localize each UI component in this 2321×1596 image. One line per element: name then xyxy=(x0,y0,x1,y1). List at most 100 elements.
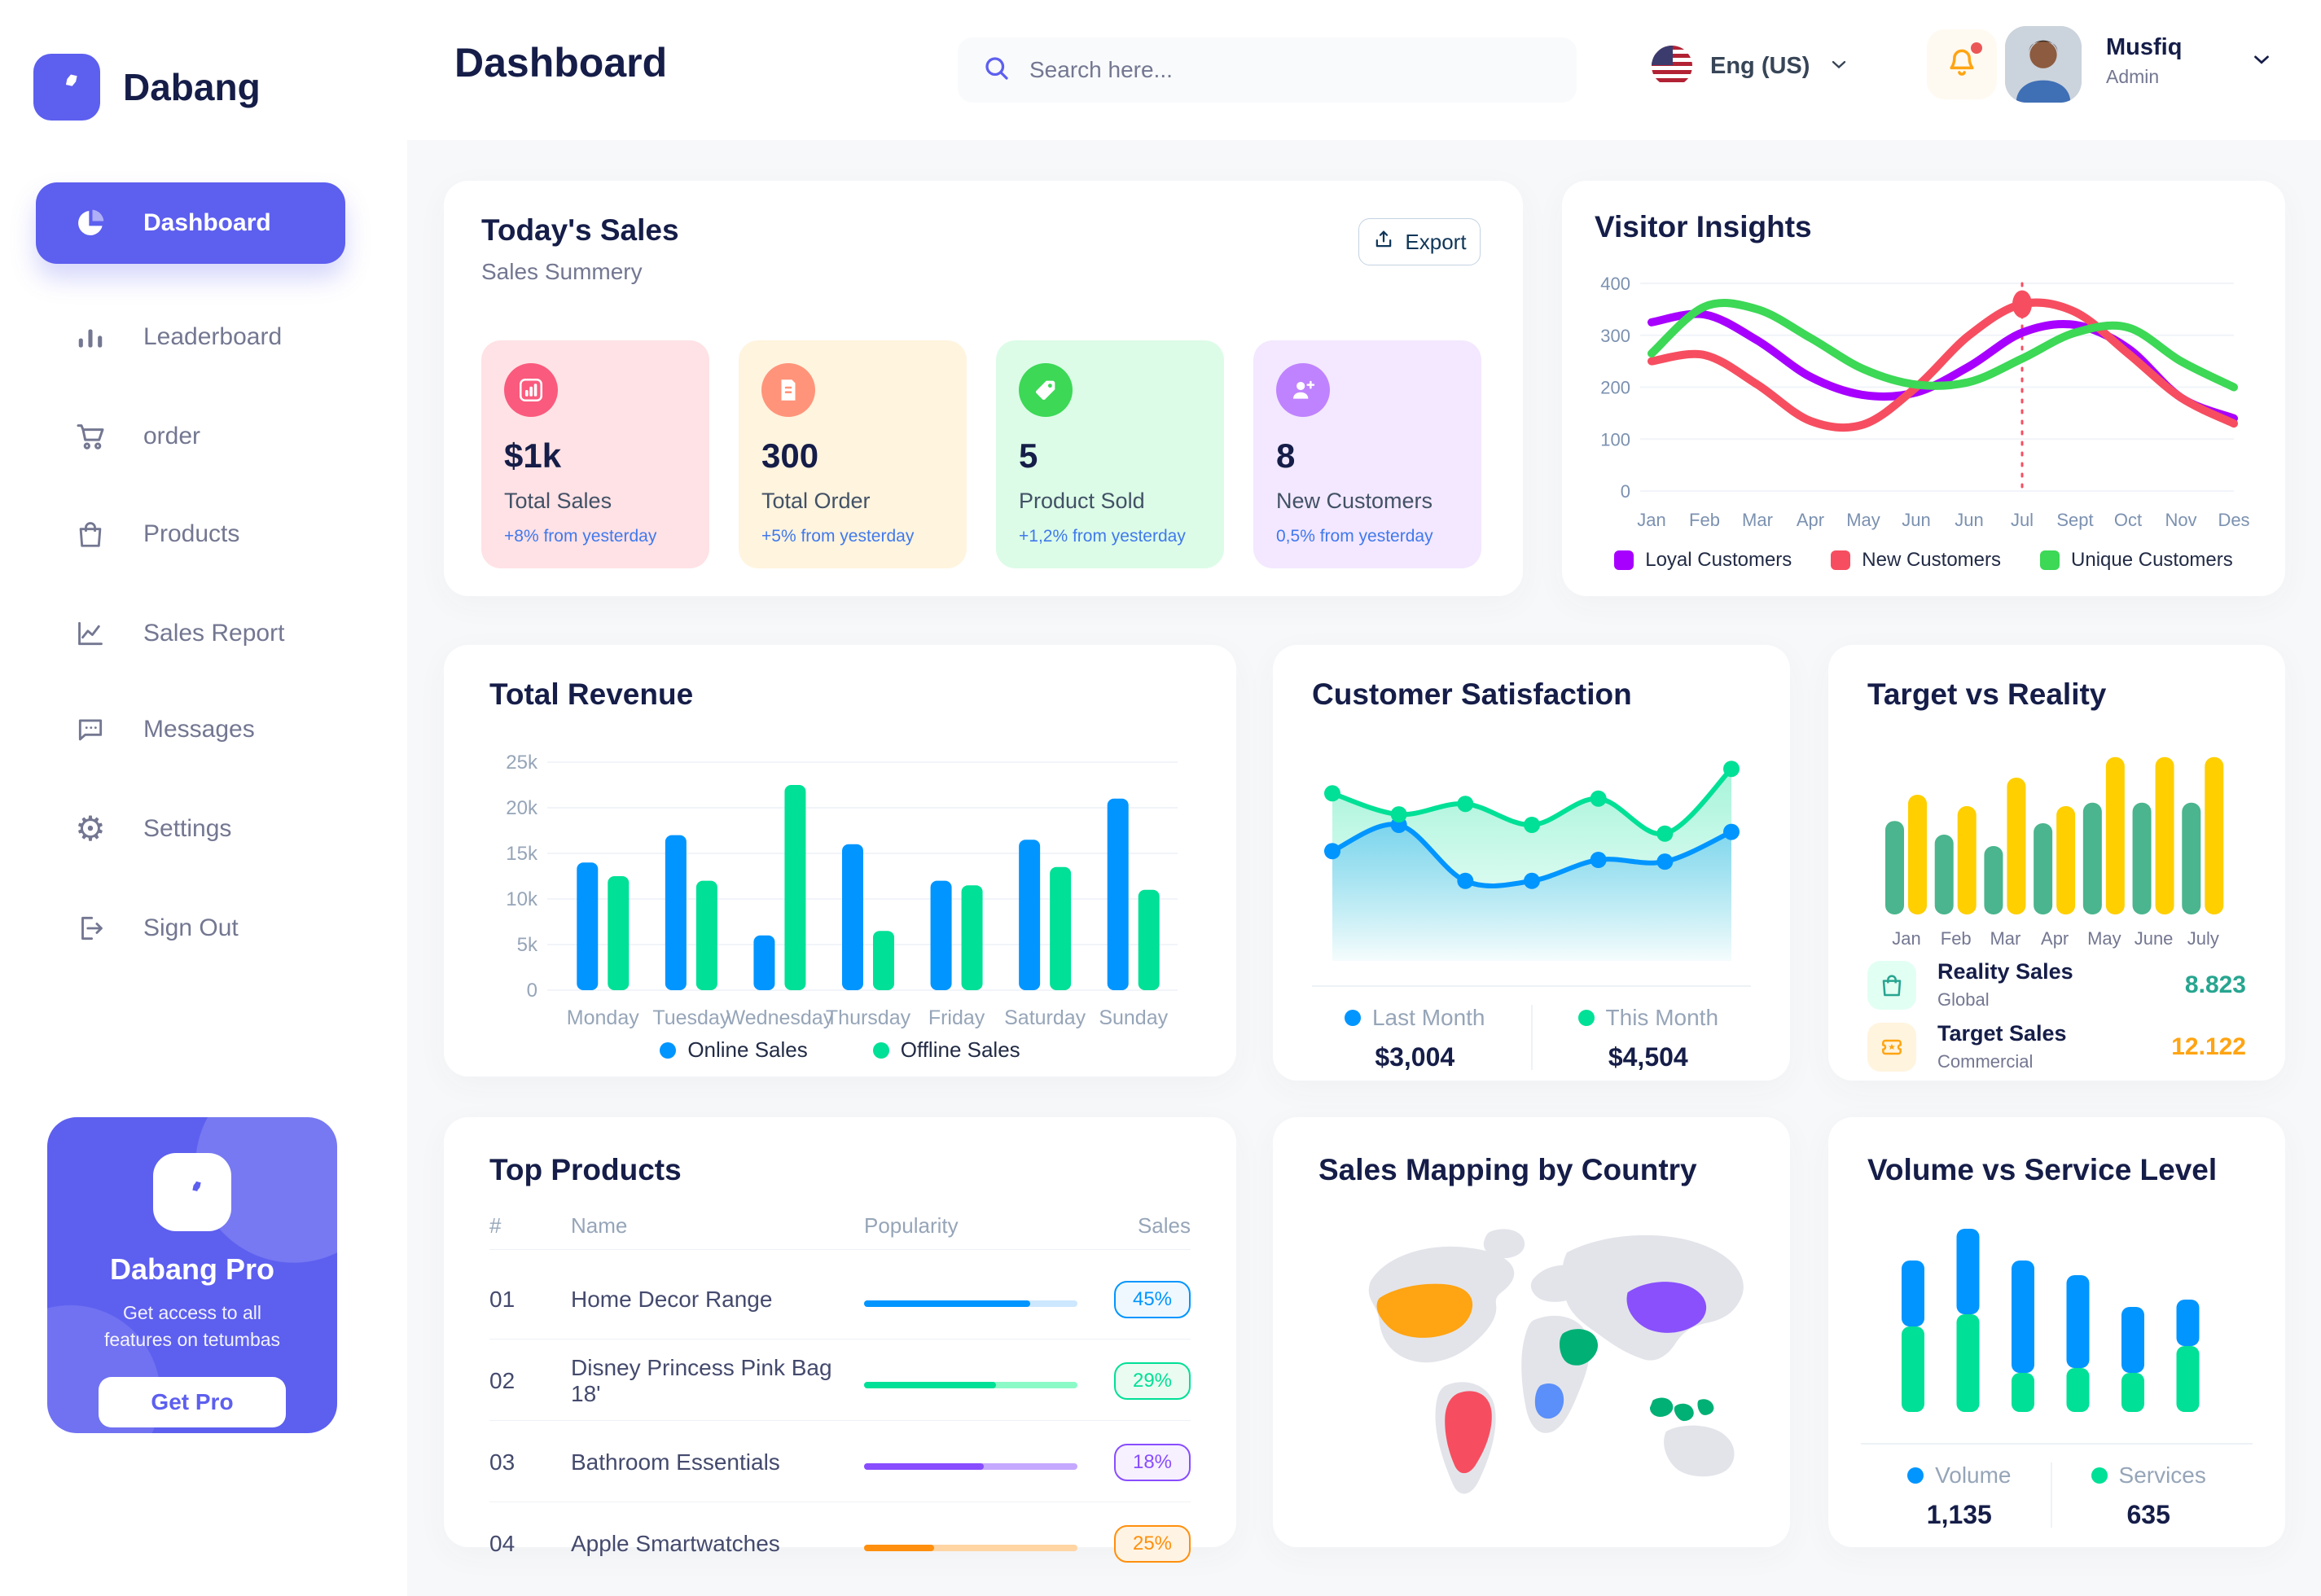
svg-text:15k: 15k xyxy=(506,843,538,865)
legend-swatch xyxy=(872,1041,889,1059)
language-selector[interactable]: Eng (US) xyxy=(1652,46,1850,86)
sidebar-item-sign-out[interactable]: Sign Out xyxy=(36,888,345,969)
volume-vs-service-card: Volume vs Service Level Volume 1,135 Ser… xyxy=(1828,1117,2285,1547)
this-month-total: $4,504 xyxy=(1608,1042,1688,1072)
legend-online-sales: Online Sales xyxy=(660,1037,808,1063)
chevron-down-icon xyxy=(1827,53,1850,80)
reality-sales-legend-row: Reality Sales Global 8.823 xyxy=(1867,959,2246,1011)
svg-text:May: May xyxy=(2087,928,2121,949)
svg-text:10k: 10k xyxy=(506,888,538,910)
svg-text:Jul: Jul xyxy=(2011,510,2034,530)
bar-target-sales xyxy=(2105,756,2125,914)
volume-total: 1,135 xyxy=(1926,1500,1992,1529)
map-country-china[interactable] xyxy=(1626,1282,1707,1333)
notifications-button[interactable] xyxy=(1927,29,1997,99)
legend-label: Services xyxy=(2118,1462,2206,1488)
total-revenue-title: Total Revenue xyxy=(489,677,694,711)
bar-services xyxy=(2066,1368,2090,1412)
bar-online-sales xyxy=(930,880,952,990)
pro-logo-icon: ❛❜ xyxy=(153,1153,231,1231)
stats-row: $1k Total Sales +8% from yesterday 300 T… xyxy=(481,340,1481,568)
divider xyxy=(489,1339,1191,1340)
stat-delta: +5% from yesterday xyxy=(761,527,915,546)
logo-glyph-icon: ❛❜ xyxy=(59,68,75,106)
line-new-customers xyxy=(1648,298,2238,432)
target-vs-reality-card: Target vs Reality Jan Feb Mar Apr May June Jul… xyxy=(1828,645,2285,1081)
sidebar-item-dashboard[interactable]: Dashboard xyxy=(36,182,345,264)
row-num: 04 xyxy=(489,1531,516,1556)
bar-reality-sales xyxy=(2132,802,2152,914)
svg-text:Feb: Feb xyxy=(1941,928,1972,949)
bar-services xyxy=(2121,1373,2144,1412)
bar-offline-sales xyxy=(695,880,717,990)
legend-label: Last Month xyxy=(1371,1005,1485,1030)
divider xyxy=(1312,985,1751,987)
export-button[interactable]: Export xyxy=(1358,218,1481,265)
legend-name: Target Sales xyxy=(1937,1021,2067,1046)
marker-dot xyxy=(2012,290,2032,318)
column-header: Sales xyxy=(1137,1213,1191,1238)
bar-target-sales xyxy=(1957,806,1977,914)
search-input[interactable] xyxy=(1029,57,1552,83)
svg-text:Jun: Jun xyxy=(1955,510,1983,530)
language-label: Eng (US) xyxy=(1710,52,1810,79)
stat-label: Product Sold xyxy=(1019,489,1145,513)
table-row: 03 Bathroom Essentials 18% xyxy=(489,1428,1191,1497)
svg-text:Monday: Monday xyxy=(567,1006,639,1029)
legend-label: New Customers xyxy=(1862,549,2002,571)
map-country-usa[interactable] xyxy=(1376,1283,1473,1338)
popularity-bar xyxy=(864,1463,1077,1470)
bar-target-sales xyxy=(2155,756,2174,914)
volume-group: Volume 1,135 xyxy=(1907,1462,2012,1530)
svg-text:0: 0 xyxy=(1621,481,1630,502)
row-name: Bathroom Essentials xyxy=(571,1449,780,1475)
bar-offline-sales xyxy=(784,785,806,990)
us-flag-icon xyxy=(1652,46,1692,86)
table-row: 04 Apple Smartwatches 25% xyxy=(489,1510,1191,1578)
bar-services xyxy=(2176,1346,2200,1412)
sales-badge: 45% xyxy=(1114,1281,1191,1318)
sidebar-item-sales-report[interactable]: Sales Report xyxy=(36,593,345,674)
table-row: 02 Disney Princess Pink Bag 18' 29% xyxy=(489,1347,1191,1415)
customer-satisfaction-chart xyxy=(1324,761,1740,961)
map-country-brazil[interactable] xyxy=(1445,1391,1492,1474)
legend-new-customers: New Customers xyxy=(1831,549,2001,572)
svg-text:Mar: Mar xyxy=(1990,928,2020,949)
message-icon xyxy=(73,712,107,747)
sidebar-item-messages[interactable]: Messages xyxy=(36,689,345,770)
legend-label: Unique Customers xyxy=(2071,549,2233,571)
sidebar-item-label: Leaderboard xyxy=(143,323,283,350)
bar-reality-sales xyxy=(1885,821,1904,914)
legend-label: Volume xyxy=(1935,1462,2012,1488)
sidebar-item-order[interactable]: order xyxy=(36,396,345,477)
customer-satisfaction-title: Customer Satisfaction xyxy=(1312,677,1632,711)
svg-text:July: July xyxy=(2187,928,2219,949)
svg-text:Wednesday: Wednesday xyxy=(726,1006,834,1029)
bar-reality-sales xyxy=(1934,835,1954,914)
row-name: Disney Princess Pink Bag 18' xyxy=(571,1355,832,1406)
get-pro-button[interactable]: Get Pro xyxy=(99,1376,286,1427)
column-header: # xyxy=(489,1213,502,1238)
top-products-title: Top Products xyxy=(489,1153,682,1186)
divider xyxy=(1861,1443,2253,1445)
grid: 0 5k 10k 15k 20k 25k Monday TuesdayWednesdayThu… xyxy=(506,752,1178,1029)
map-country-dr-congo[interactable] xyxy=(1534,1383,1564,1419)
bar-chart-icon xyxy=(504,363,558,417)
bell-icon xyxy=(1944,45,1980,85)
row-num: 02 xyxy=(489,1368,516,1393)
user-menu[interactable]: Musfiq Admin xyxy=(2106,34,2182,88)
bar-offline-sales xyxy=(873,931,894,990)
bar-online-sales xyxy=(1019,840,1041,990)
sidebar-item-products[interactable]: Products xyxy=(36,493,345,575)
chevron-down-icon[interactable] xyxy=(2249,47,2274,76)
sidebar-item-settings[interactable]: ⚙ Settings xyxy=(36,788,345,870)
sidebar-item-leaderboard[interactable]: Leaderboard xyxy=(36,296,345,378)
avatar[interactable] xyxy=(2005,26,2082,103)
sales-badge: 29% xyxy=(1114,1362,1191,1400)
svg-text:300: 300 xyxy=(1600,326,1630,346)
map-country-saudi-arabia[interactable] xyxy=(1559,1329,1599,1366)
svg-text:Saturday: Saturday xyxy=(1004,1006,1086,1029)
svg-text:Des: Des xyxy=(2218,510,2249,530)
stat-value: 300 xyxy=(761,436,819,475)
map-country-indonesia[interactable] xyxy=(1649,1397,1714,1422)
